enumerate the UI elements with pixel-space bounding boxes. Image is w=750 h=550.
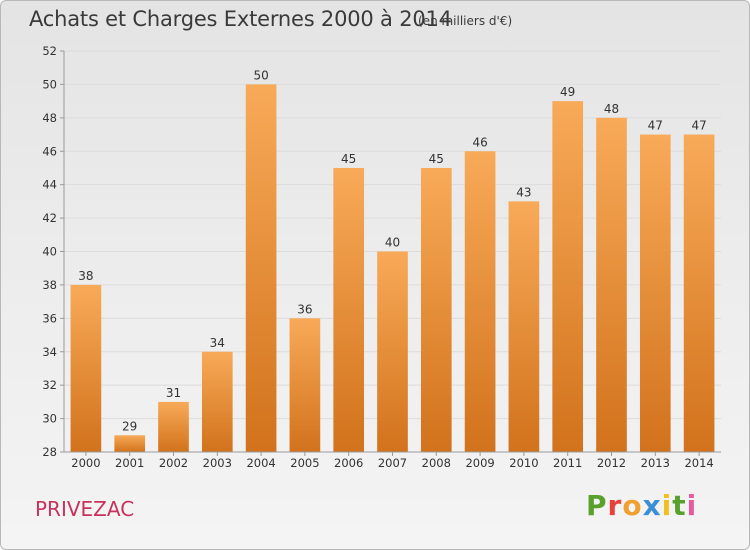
y-tick-label: 38 (42, 278, 57, 292)
x-tick-label-2004: 2004 (246, 456, 275, 470)
data-label-2006: 45 (341, 152, 356, 166)
data-label-2011: 49 (560, 85, 575, 99)
y-tick-label: 34 (42, 345, 57, 359)
bar-2002 (158, 401, 189, 452)
bar-2005 (289, 318, 321, 452)
logo-letter: t (672, 489, 687, 522)
y-tick-label: 50 (42, 77, 57, 91)
x-tick-label-2007: 2007 (378, 456, 407, 470)
axes: 28 30 32 34 36 38 40 42 44 46 48 50 52 2000 2001 2002 20… (42, 44, 721, 470)
data-label-2004: 50 (253, 68, 268, 82)
data-label-2005: 36 (297, 302, 312, 316)
bar-2000 (70, 284, 102, 452)
x-tick-label-2011: 2011 (553, 456, 582, 470)
bar-2011 (552, 101, 584, 452)
x-tick-label-2008: 2008 (422, 456, 451, 470)
x-tick-label-2009: 2009 (465, 456, 494, 470)
logo-letter: r (607, 489, 623, 522)
proxiti-logo[interactable]: Proxiti (586, 489, 697, 522)
y-tick-label: 40 (42, 245, 57, 259)
y-tick-label: 32 (42, 378, 57, 392)
y-tick-label: 28 (42, 445, 57, 459)
logo-letter: i (686, 489, 698, 522)
data-label-2001: 29 (122, 419, 137, 433)
y-tick-label: 52 (42, 44, 57, 58)
data-label-2012: 48 (604, 102, 619, 116)
x-tick-label-2003: 2003 (203, 456, 232, 470)
x-tick-label-2013: 2013 (641, 456, 670, 470)
bar-2004 (245, 84, 277, 453)
y-tick-label: 30 (42, 412, 57, 426)
bar-2010 (508, 201, 540, 452)
data-labels: 38 29 31 34 50 36 45 40 45 46 43 49 48 47 47 (78, 68, 706, 433)
y-tick-label: 44 (42, 178, 57, 192)
bar-2014 (683, 134, 715, 452)
x-tick-label-2010: 2010 (509, 456, 538, 470)
bar-2001 (114, 435, 146, 452)
commune-name: PRIVEZAC (35, 497, 135, 521)
x-tick-label-2002: 2002 (159, 456, 188, 470)
bars (70, 84, 715, 453)
bar-2009 (464, 151, 496, 452)
data-label-2002: 31 (166, 386, 181, 400)
logo-letter: i (661, 489, 673, 522)
bar-2006 (333, 167, 365, 453)
x-tick-label-2012: 2012 (597, 456, 626, 470)
bar-2003 (201, 351, 233, 452)
logo-letter: x (642, 489, 662, 522)
x-tick-label-2001: 2001 (115, 456, 144, 470)
data-label-2010: 43 (516, 185, 531, 199)
y-tick-label: 42 (42, 211, 57, 225)
data-label-2013: 47 (648, 119, 663, 133)
x-tick-label-2000: 2000 (71, 456, 100, 470)
data-label-2007: 40 (385, 236, 400, 250)
data-label-2008: 45 (429, 152, 444, 166)
bar-2007 (377, 251, 408, 452)
bar-2012 (596, 117, 627, 452)
chart-title: Achats et Charges Externes 2000 à 2014 (29, 7, 452, 31)
data-label-2000: 38 (78, 269, 93, 283)
data-label-2014: 47 (691, 119, 706, 133)
x-tick-label-2005: 2005 (290, 456, 319, 470)
y-tick-label: 48 (42, 111, 57, 125)
bar-2013 (639, 134, 671, 452)
y-tick-label: 36 (42, 311, 57, 325)
logo-letter: P (586, 489, 608, 522)
chart-subtitle: (en milliers d'€) (418, 14, 513, 28)
bar-2008 (420, 167, 452, 453)
x-tick-label-2006: 2006 (334, 456, 363, 470)
data-label-2009: 46 (472, 135, 487, 149)
x-tick-label-2014: 2014 (684, 456, 713, 470)
data-label-2003: 34 (210, 336, 225, 350)
y-tick-label: 46 (42, 144, 57, 158)
logo-letter: o (622, 489, 643, 522)
